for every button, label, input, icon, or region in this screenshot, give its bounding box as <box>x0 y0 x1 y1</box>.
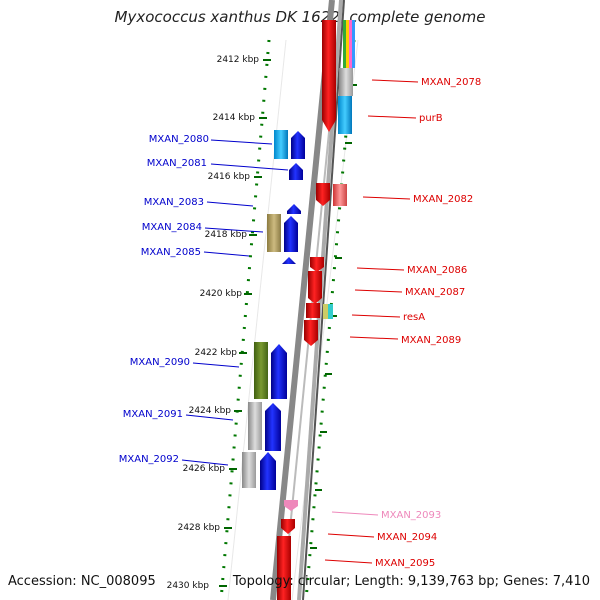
scale-label: 2426 kbp <box>183 464 226 474</box>
left-gene-labels: MXAN_2080 MXAN_2081 MXAN_2083 MXAN_2084 … <box>119 134 289 466</box>
label-leader-line <box>356 267 405 271</box>
gene-MXAN_2080-arrow[interactable] <box>291 131 305 159</box>
gene-MXAN_2091-arrow[interactable] <box>265 403 281 451</box>
label-leader-line <box>181 459 229 466</box>
label-leader-line <box>327 533 375 538</box>
gene-label-MXAN_2092[interactable]: MXAN_2092 <box>119 454 179 465</box>
gene-label-resA[interactable]: resA <box>403 312 425 323</box>
gene-purB-block[interactable] <box>338 96 352 134</box>
gene-label-MXAN_2078[interactable]: MXAN_2078 <box>421 77 481 88</box>
gene-label-MXAN_2087[interactable]: MXAN_2087 <box>405 287 465 298</box>
gene-MXAN_2094-arrow[interactable] <box>281 519 295 534</box>
gene-MXAN_2077-stripes[interactable] <box>343 20 355 68</box>
label-leader-line <box>185 414 234 421</box>
label-leader-line <box>371 79 419 83</box>
label-leader-line <box>324 559 373 564</box>
scale-label: 2424 kbp <box>189 406 232 416</box>
scale-label: 2418 kbp <box>205 230 248 240</box>
label-leader-line <box>331 511 379 516</box>
gene-label-MXAN_2094[interactable]: MXAN_2094 <box>377 532 437 543</box>
gene-MXAN_2078-arrow[interactable] <box>322 20 336 132</box>
scale-label: 2414 kbp <box>213 113 256 123</box>
gene-resA-stripe[interactable] <box>323 304 328 319</box>
right-scale-track <box>304 39 356 600</box>
gene-MXAN_2089-arrow[interactable] <box>304 320 318 346</box>
gene-MXAN_2078b-block[interactable] <box>339 68 353 96</box>
scale-label: 2422 kbp <box>195 348 238 358</box>
accession-text: Accession: NC_008095 <box>8 574 156 589</box>
scale-label: 2416 kbp <box>208 172 251 182</box>
gene-MXAN_2087-arrow[interactable] <box>308 271 322 304</box>
map-title: Myxococcus xanthus DK 1622, complete gen… <box>114 8 486 26</box>
left-scale-track <box>219 39 271 600</box>
gene-label-MXAN_2084[interactable]: MXAN_2084 <box>142 222 202 233</box>
left-strand-features <box>242 130 305 490</box>
scale-label: 2412 kbp <box>217 55 260 65</box>
label-leader-line <box>351 314 401 318</box>
right-gene-labels: MXAN_2078 purB MXAN_2082 MXAN_2086 MXAN_… <box>324 77 481 569</box>
gene-label-MXAN_2095[interactable]: MXAN_2095 <box>375 558 435 569</box>
gene-label-MXAN_2089[interactable]: MXAN_2089 <box>401 335 461 346</box>
label-leader-line <box>210 139 273 145</box>
gene-label-MXAN_2085[interactable]: MXAN_2085 <box>141 247 201 258</box>
gene-label-MXAN_2082[interactable]: MXAN_2082 <box>413 194 473 205</box>
label-leader-line <box>203 251 250 257</box>
gene-MXAN_2080-block[interactable] <box>274 130 288 159</box>
gene-resA-stripe[interactable] <box>328 304 333 319</box>
gene-MXAN_2090-block[interactable] <box>254 342 268 399</box>
label-leader-line <box>354 289 403 293</box>
scale-label: 2420 kbp <box>200 289 243 299</box>
feature-strip-edge <box>227 39 287 600</box>
right-strand-features <box>277 20 353 600</box>
gene-MXAN_2083-arrow[interactable] <box>287 204 301 214</box>
gene-MXAN_2082-arrow[interactable] <box>316 183 330 206</box>
gene-MXAN_2084-block[interactable] <box>267 214 281 252</box>
genome-summary-text: Topology: circular; Length: 9,139,763 bp… <box>232 574 590 589</box>
label-leader-line <box>210 163 289 171</box>
label-leader-line <box>204 227 264 233</box>
gene-MXAN_2093-arrow[interactable] <box>284 500 298 511</box>
genome-backbone-edge <box>302 0 345 600</box>
label-leader-line <box>367 115 417 119</box>
gene-MXAN_2092-block[interactable] <box>242 452 256 488</box>
gene-MXAN_2090-arrow[interactable] <box>271 344 287 399</box>
label-leader-line <box>362 196 411 200</box>
gene-label-MXAN_2083[interactable]: MXAN_2083 <box>144 197 204 208</box>
gene-resA-block[interactable] <box>306 303 320 318</box>
gene-label-MXAN_2091[interactable]: MXAN_2091 <box>123 409 183 420</box>
gene-label-purB[interactable]: purB <box>419 113 443 124</box>
gene-MXAN_2086-arrow[interactable] <box>310 257 324 272</box>
gene-MXAN_2095-arrow[interactable] <box>277 536 291 600</box>
gene-label-MXAN_2093[interactable]: MXAN_2093 <box>381 510 441 521</box>
scale-label: 2430 kbp <box>167 581 210 591</box>
gene-MXAN_2082b-block[interactable] <box>333 184 347 206</box>
gene-label-MXAN_2086[interactable]: MXAN_2086 <box>407 265 467 276</box>
gene-label-MXAN_2090[interactable]: MXAN_2090 <box>130 357 190 368</box>
scale-label: 2428 kbp <box>178 523 221 533</box>
gene-MXAN_2081-arrow[interactable] <box>289 163 303 180</box>
gene-label-MXAN_2080[interactable]: MXAN_2080 <box>149 134 209 145</box>
gene-MXAN_2091-block[interactable] <box>248 402 262 450</box>
label-leader-line <box>192 362 240 368</box>
gene-MXAN_2085-arrow[interactable] <box>282 257 296 264</box>
gene-label-MXAN_2081[interactable]: MXAN_2081 <box>147 158 207 169</box>
gene-MXAN_2084-arrow[interactable] <box>284 216 298 252</box>
gene-MXAN_2092-arrow[interactable] <box>260 452 276 490</box>
label-leader-line <box>349 336 399 340</box>
label-leader-line <box>206 201 254 207</box>
